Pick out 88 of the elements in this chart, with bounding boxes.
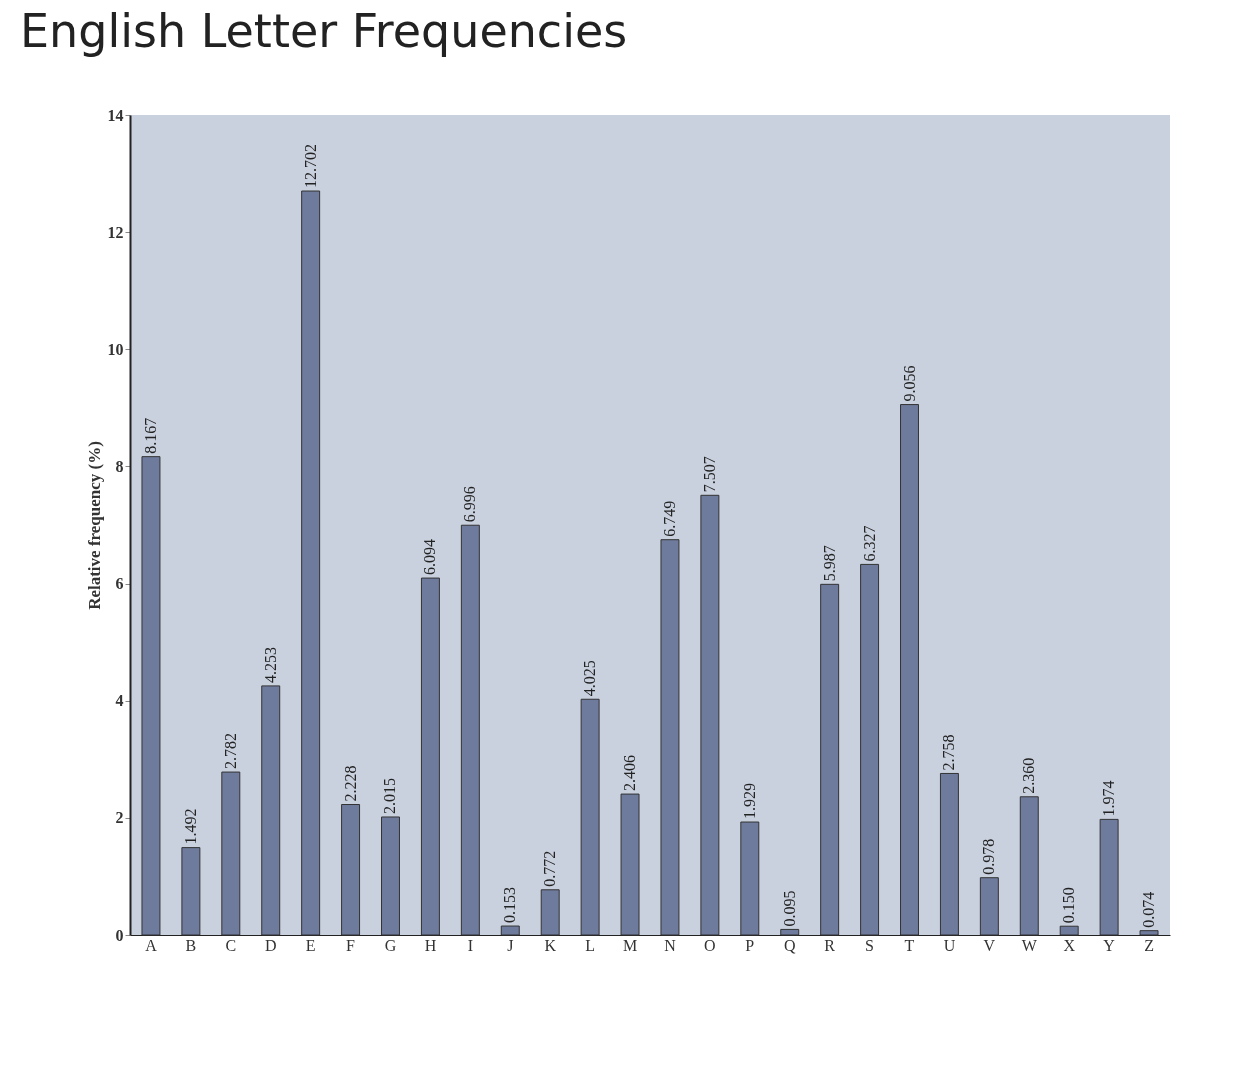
bar xyxy=(261,685,281,936)
data-label: 2.228 xyxy=(341,765,359,802)
x-tick-label: X xyxy=(1063,936,1076,954)
data-label: 0.095 xyxy=(780,890,798,927)
bar xyxy=(660,539,680,936)
x-tick-label: N xyxy=(664,936,677,954)
y-tick-label: 6 xyxy=(115,575,124,593)
x-tick-label: L xyxy=(585,936,596,954)
bar xyxy=(420,577,440,936)
data-label: 2.360 xyxy=(1020,757,1038,794)
bar xyxy=(460,524,480,936)
x-tick-label: D xyxy=(264,936,277,954)
bar xyxy=(620,793,640,936)
bar xyxy=(1099,818,1119,936)
y-tick-label: 12 xyxy=(107,223,124,241)
x-tick-label: P xyxy=(745,936,755,954)
bar xyxy=(780,928,800,936)
x-tick-label: S xyxy=(865,936,875,954)
data-label: 2.015 xyxy=(381,777,399,814)
x-tick-label: J xyxy=(507,936,514,954)
x-tick-label: Z xyxy=(1144,936,1154,954)
bar xyxy=(1059,925,1079,936)
bar xyxy=(740,821,760,936)
data-label: 6.327 xyxy=(860,525,878,562)
y-tick-label: 8 xyxy=(115,457,124,475)
x-tick-label: I xyxy=(467,936,474,954)
y-tick-label: 10 xyxy=(107,340,124,358)
data-label: 0.074 xyxy=(1140,891,1158,928)
data-label: 6.094 xyxy=(421,539,439,576)
x-tick-label: E xyxy=(305,936,316,954)
data-label: 2.406 xyxy=(621,755,639,792)
data-label: 0.153 xyxy=(501,887,519,924)
bar xyxy=(540,889,560,936)
x-tick-label: C xyxy=(225,936,237,954)
bar xyxy=(181,847,201,936)
data-label: 1.929 xyxy=(740,783,758,820)
y-axis-title: Relative frequency (%) xyxy=(84,441,104,610)
data-label: 4.025 xyxy=(581,660,599,697)
y-tick-label: 2 xyxy=(115,809,124,827)
bar xyxy=(700,494,720,936)
x-tick-label: Q xyxy=(783,936,796,954)
y-tick-label: 14 xyxy=(107,106,124,124)
x-tick-label: B xyxy=(185,936,197,954)
data-label: 4.253 xyxy=(261,646,279,683)
bar xyxy=(500,925,520,936)
bar xyxy=(301,190,321,936)
bar xyxy=(580,698,600,936)
x-tick-label: G xyxy=(384,936,397,954)
x-tick-label: F xyxy=(346,936,356,954)
data-label: 1.492 xyxy=(181,808,199,845)
data-label: 9.056 xyxy=(900,365,918,402)
data-label: 6.749 xyxy=(660,500,678,537)
bar xyxy=(141,456,161,936)
x-tick-label: K xyxy=(544,936,557,954)
y-tick-label: 0 xyxy=(115,926,124,944)
data-label: 5.987 xyxy=(820,545,838,582)
bar xyxy=(341,804,361,936)
data-label: 1.974 xyxy=(1100,780,1118,817)
bar xyxy=(1019,796,1039,936)
bar xyxy=(979,877,999,936)
bar xyxy=(1139,930,1159,936)
x-tick-label: T xyxy=(904,936,915,954)
x-tick-label: M xyxy=(622,936,638,954)
bar xyxy=(860,563,880,936)
x-tick-label: R xyxy=(824,936,836,954)
bar xyxy=(221,771,241,936)
x-tick-label: Y xyxy=(1103,936,1116,954)
x-tick-label: W xyxy=(1021,936,1038,954)
data-label: 8.167 xyxy=(141,417,159,454)
data-label: 12.702 xyxy=(301,144,319,189)
x-tick-label: H xyxy=(424,936,437,954)
x-tick-label: A xyxy=(145,936,158,954)
data-label: 0.150 xyxy=(1060,887,1078,924)
data-label: 7.507 xyxy=(700,456,718,493)
x-tick-label: U xyxy=(943,936,956,954)
data-label: 6.996 xyxy=(461,486,479,523)
bar xyxy=(820,583,840,936)
data-label: 0.772 xyxy=(541,850,559,887)
data-label: 2.758 xyxy=(940,734,958,771)
x-tick-label: V xyxy=(983,936,996,954)
data-label: 2.782 xyxy=(221,733,239,770)
data-label: 0.978 xyxy=(980,838,998,875)
chart-title: English Letter Frequencies xyxy=(20,4,628,58)
bar xyxy=(900,404,919,936)
bar xyxy=(939,772,959,936)
x-tick-label: O xyxy=(704,936,716,954)
bar xyxy=(381,816,400,936)
y-tick-label: 4 xyxy=(115,692,124,710)
